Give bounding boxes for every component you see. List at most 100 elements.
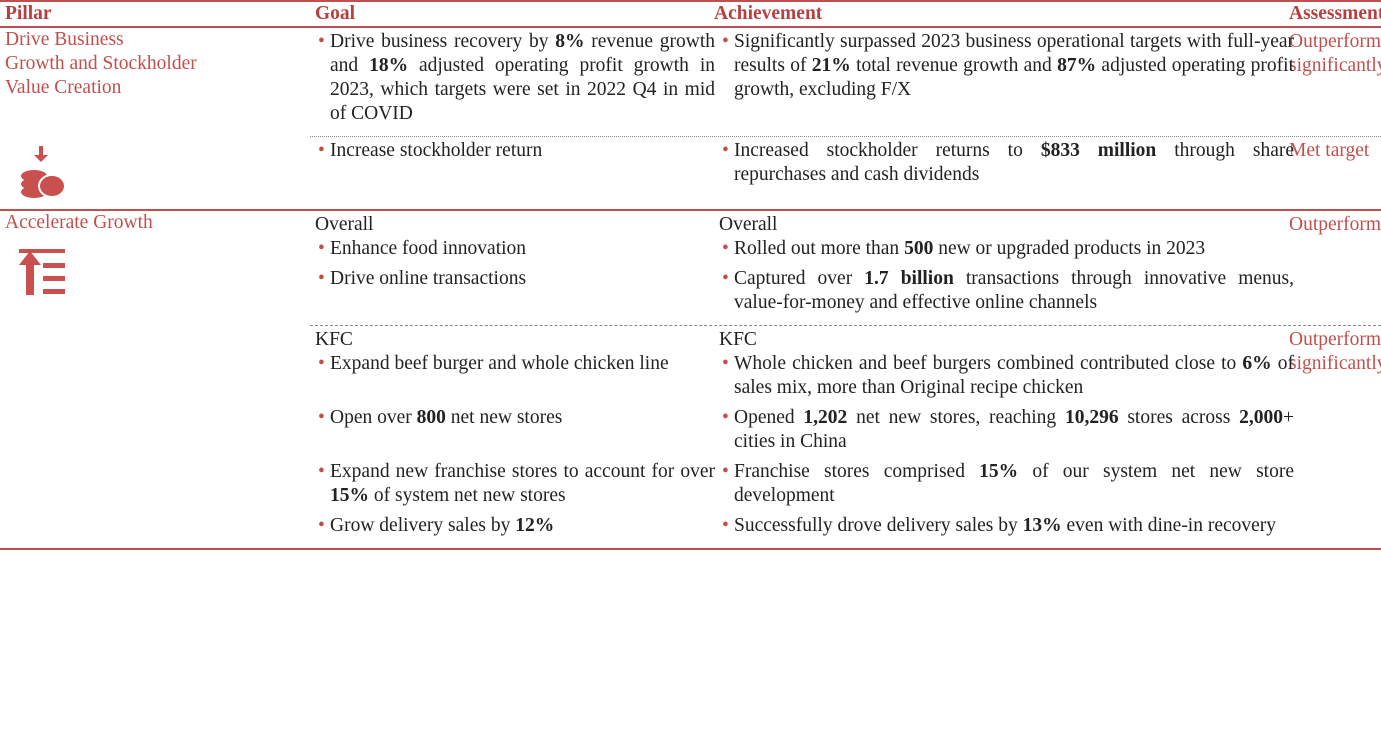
achievement-cell: Significantly surpassed 2023 business op… xyxy=(715,30,1294,126)
group-content: KFC KFC Expand beef burger and whole chick… xyxy=(310,328,1294,538)
bold-run: 13% xyxy=(1022,515,1062,536)
text-run: Drive online transactions xyxy=(330,268,527,289)
bold-run: 500 xyxy=(904,238,934,259)
text-run: Successfully drove delivery sales by xyxy=(734,515,1023,536)
goal-row: Grow delivery sales by 12% Successfully d… xyxy=(310,514,1285,538)
goal-row: Drive online transactions Captured over 1… xyxy=(310,267,1294,315)
bold-run: 800 xyxy=(416,407,446,428)
text-run: adjusted operating profit growth, exclud… xyxy=(734,55,1294,100)
text-run: adjusted operating profit growth in 2023… xyxy=(330,55,716,124)
achievement-item: Franchise stores comprised 15% of our sy… xyxy=(719,460,1294,508)
group-content: Drive business recovery by 8% revenue gr… xyxy=(310,30,1294,126)
achievement-item: Opened 1,202 net new stores, reaching 10… xyxy=(719,406,1294,454)
pillar-name-line: Drive Business xyxy=(5,29,124,50)
goal-row: Drive business recovery by 8% revenue gr… xyxy=(310,30,1294,126)
text-run: Drive business recovery by xyxy=(330,31,556,52)
assessment: Outperformed xyxy=(1289,214,1381,235)
text-run: Franchise stores comprised xyxy=(734,461,980,482)
text-run: even with dine-in recovery xyxy=(1061,515,1277,536)
goal-item: Drive business recovery by 8% revenue gr… xyxy=(315,30,715,126)
assessment: Outperformed significantly xyxy=(1289,31,1381,76)
goal-cell: Drive business recovery by 8% revenue gr… xyxy=(310,30,715,126)
text-run: Enhance food innovation xyxy=(330,238,527,259)
achievement-cell: Increased stockholder returns to $833 mi… xyxy=(715,139,1294,187)
achievement-cell: Franchise stores comprised 15% of our sy… xyxy=(715,460,1294,508)
pillar-row: Accelerate GrowthOverallOverallEnhance f… xyxy=(0,211,1381,550)
achievement-item: Rolled out more than 500 new or upgraded… xyxy=(719,237,1294,261)
pillar-cell: Accelerate Growth xyxy=(0,211,310,548)
bold-run: 6% xyxy=(1242,353,1272,374)
pillar-name-line: Accelerate Growth xyxy=(5,212,153,233)
achievement-cell: Captured over 1.7 billion transactions t… xyxy=(715,267,1294,315)
groups: Drive business recovery by 8% revenue gr… xyxy=(310,28,1381,209)
bold-run: 8% xyxy=(555,31,585,52)
goal-row: Increase stockholder return Increased sto… xyxy=(310,139,1294,187)
goal-label: KFC xyxy=(315,329,353,350)
groups: Overall Overall Enhance food innovation Rol… xyxy=(310,211,1381,548)
label-row: KFC KFC xyxy=(310,328,1285,352)
pillar-cell: Drive Business Growth and Stockholder Valu… xyxy=(0,28,310,209)
text-run: Expand beef burger and whole chicken lin… xyxy=(330,353,669,374)
goal-item: Open over 800 net new stores xyxy=(315,406,715,430)
achievement-item: Successfully drove delivery sales by 13%… xyxy=(719,514,1294,538)
assessment: Outperformed significantly xyxy=(1289,329,1381,374)
goal-row: Expand new franchise stores to account f… xyxy=(310,460,1294,508)
header-row: Pillar Goal Achievement Assessment xyxy=(0,2,1381,28)
bold-run: 12% xyxy=(515,515,555,536)
goal-item: Enhance food innovation xyxy=(315,237,715,261)
text-run: total revenue growth and xyxy=(850,55,1058,76)
text-run: Opened xyxy=(734,407,804,428)
goal-item: Increase stockholder return xyxy=(315,139,715,163)
achievement-label: Overall xyxy=(719,214,778,235)
achievement-item: Increased stockholder returns to $833 mi… xyxy=(719,139,1294,187)
achievement-item: Significantly surpassed 2023 business op… xyxy=(719,30,1294,102)
goal-row: Expand beef burger and whole chicken lin… xyxy=(310,352,1294,400)
bold-run: 21% xyxy=(811,55,851,76)
text-run: + cities in China xyxy=(734,407,1294,452)
text-run: Increased stockholder returns to xyxy=(734,140,1041,161)
assessment: Met target xyxy=(1289,140,1370,161)
text-run: Rolled out more than xyxy=(734,238,905,259)
pillar-row: Drive Business Growth and Stockholder Valu… xyxy=(0,28,1381,211)
text-run: revenue growth and xyxy=(330,31,715,76)
achievement-cell: Whole chicken and beef burgers combined … xyxy=(715,352,1294,400)
header-cell: Achievement xyxy=(714,3,823,24)
goal-cell: Expand beef burger and whole chicken lin… xyxy=(310,352,715,400)
group: Increase stockholder return Increased sto… xyxy=(310,136,1381,197)
goal-cell: Open over 800 net new stores xyxy=(310,406,715,454)
goal-row: Open over 800 net new storesOpened 1,202… xyxy=(310,406,1294,454)
goal-item: Expand beef burger and whole chicken lin… xyxy=(315,352,715,376)
bold-run: 15% xyxy=(979,461,1019,482)
goal-cell: Increase stockholder return xyxy=(310,139,715,187)
group: Overall Overall Enhance food innovation Rol… xyxy=(310,211,1381,325)
bold-run: 10,296 xyxy=(1064,407,1119,428)
goal-item: Drive online transactions xyxy=(315,267,715,291)
pillar-icon xyxy=(19,146,310,209)
goal-label: Overall xyxy=(315,214,374,235)
achievement-cell: Successfully drove delivery sales by 13%… xyxy=(715,514,1294,538)
text-run: Whole chicken and beef burgers combined … xyxy=(734,353,1243,374)
group-content: Increase stockholder return Increased sto… xyxy=(310,139,1294,187)
text-run: new or upgraded products in 2023 xyxy=(933,238,1206,259)
text-run: of system net new stores xyxy=(369,485,566,506)
group: KFC KFC Expand beef burger and whole chick… xyxy=(310,325,1381,548)
text-run: Captured over xyxy=(734,268,865,289)
goal-row: Enhance food innovation Rolled out more t… xyxy=(310,237,1285,261)
text-run: through share repurchases and cash divid… xyxy=(734,140,1294,185)
achievement-item: Captured over 1.7 billion transactions t… xyxy=(719,267,1294,315)
text-run: of our system net new store development xyxy=(734,461,1294,506)
bold-run: 1,202 xyxy=(803,407,848,428)
achievement-item: Whole chicken and beef burgers combined … xyxy=(719,352,1294,400)
goal-cell: Grow delivery sales by 12% xyxy=(310,514,715,538)
header-cell: Assessment xyxy=(1289,3,1381,24)
group-content: Overall Overall Enhance food innovation Rol… xyxy=(310,213,1294,315)
pillar-name-line: Value Creation xyxy=(5,77,122,98)
text-run: Expand new franchise stores to account f… xyxy=(330,461,715,482)
pillar-icon xyxy=(19,249,310,304)
bold-run: 87% xyxy=(1057,55,1097,76)
group: Drive business recovery by 8% revenue gr… xyxy=(310,28,1381,136)
achievement-cell: Rolled out more than 500 new or upgraded… xyxy=(715,237,1294,261)
text-run: Grow delivery sales by xyxy=(330,515,516,536)
bold-run: 2,000 xyxy=(1239,407,1283,428)
goal-item: Expand new franchise stores to account f… xyxy=(315,460,715,508)
